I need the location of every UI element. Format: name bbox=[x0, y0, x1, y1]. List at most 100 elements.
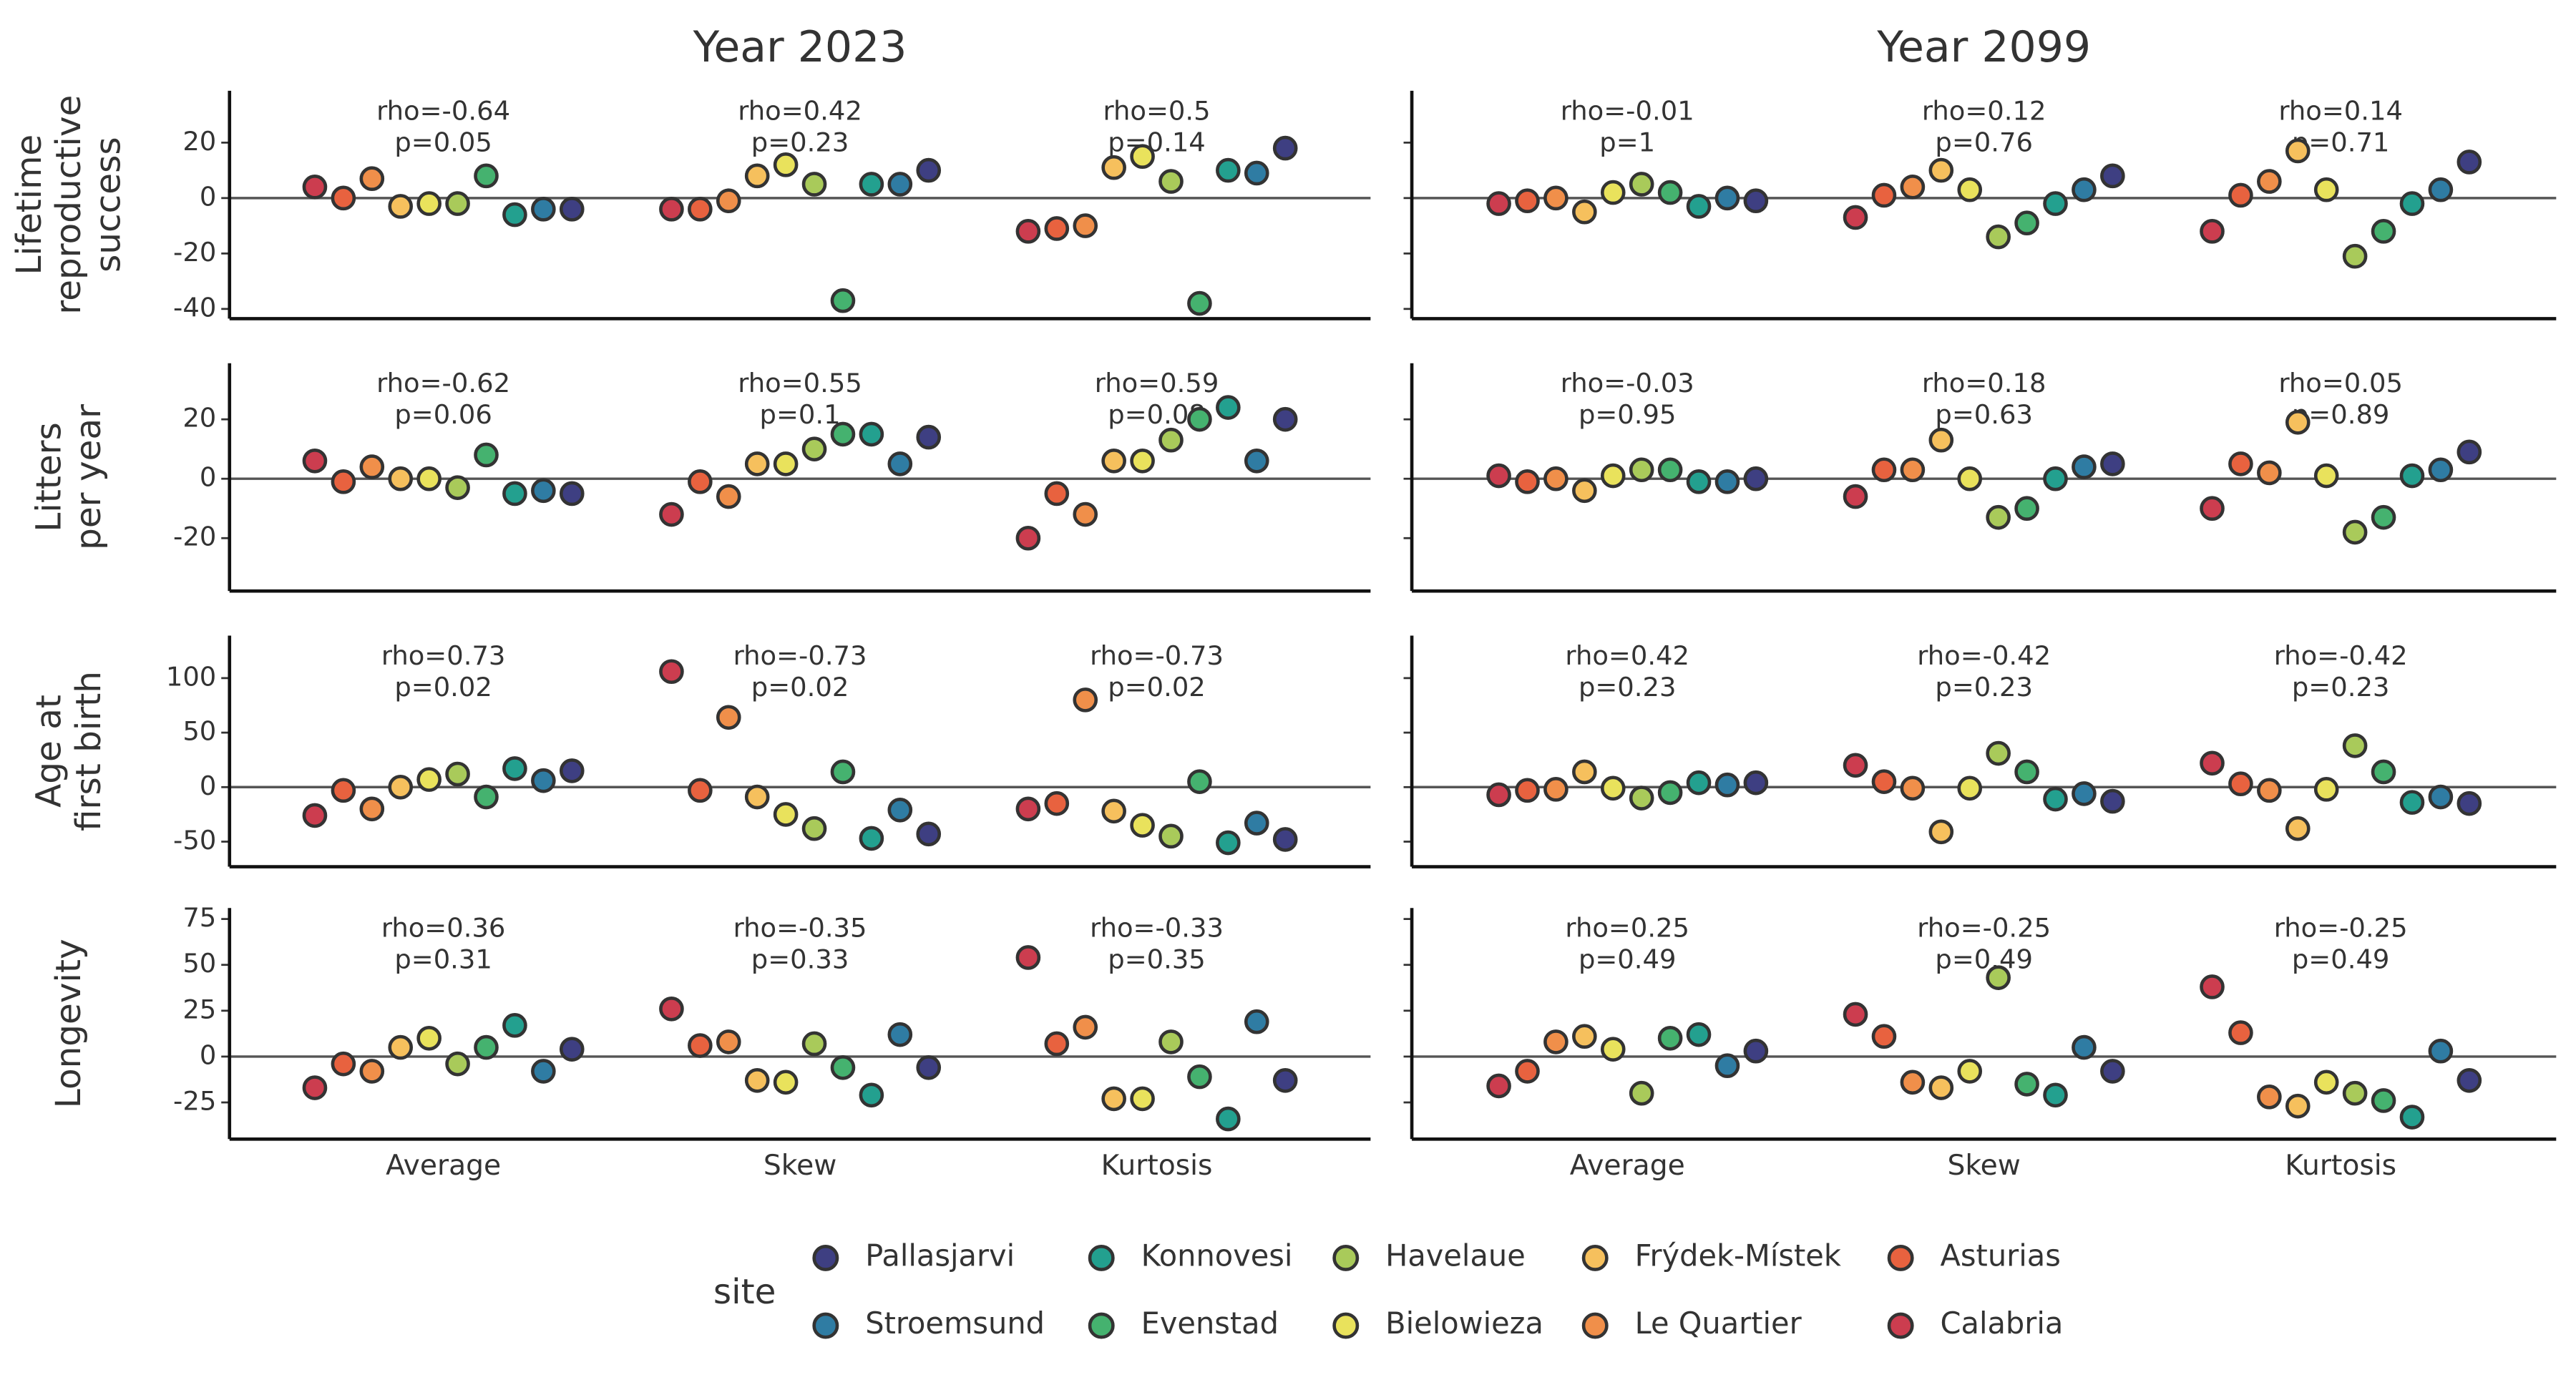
dot bbox=[1957, 466, 1983, 491]
row-label: first birth bbox=[69, 671, 109, 831]
legend-label: Bielowieza bbox=[1385, 1306, 1543, 1341]
legend-swatch bbox=[1581, 1244, 1609, 1271]
dot bbox=[2043, 1082, 2068, 1108]
dot bbox=[1130, 813, 1155, 838]
annotation: rho=-0.64 bbox=[376, 95, 510, 126]
dot bbox=[1515, 188, 1540, 214]
dot bbox=[1572, 478, 1597, 504]
annotation: rho=-0.73 bbox=[1090, 640, 1224, 671]
dot bbox=[1101, 1086, 1126, 1112]
dot bbox=[1073, 687, 1098, 713]
dot bbox=[1957, 177, 1983, 202]
dot bbox=[2200, 496, 2225, 522]
dot bbox=[1686, 194, 1712, 219]
dot bbox=[887, 451, 913, 476]
dot bbox=[1714, 469, 1740, 494]
x-tick-label: Skew bbox=[763, 1150, 836, 1182]
dot bbox=[2371, 219, 2396, 244]
dot bbox=[2285, 1093, 2311, 1119]
dot bbox=[1657, 1025, 1683, 1051]
dot bbox=[2428, 1038, 2454, 1064]
dot bbox=[1900, 175, 1926, 200]
dot bbox=[773, 1070, 799, 1095]
dot bbox=[1957, 775, 1983, 801]
annotation: p=1 bbox=[1599, 127, 1655, 157]
row-label: Age at bbox=[29, 695, 69, 808]
dot bbox=[1714, 1053, 1740, 1079]
dot bbox=[1871, 182, 1897, 208]
dot bbox=[659, 996, 684, 1022]
dot bbox=[1629, 457, 1654, 483]
dot bbox=[2257, 169, 2282, 194]
dot bbox=[1216, 395, 1241, 420]
dot bbox=[359, 454, 385, 479]
dot bbox=[1957, 1059, 1983, 1084]
dot bbox=[659, 659, 684, 685]
dot bbox=[659, 197, 684, 222]
annotation: rho=0.05 bbox=[2278, 368, 2403, 398]
dot bbox=[1743, 466, 1769, 491]
dot bbox=[2072, 1034, 2097, 1060]
dot bbox=[916, 157, 942, 183]
dot bbox=[830, 759, 856, 785]
dot bbox=[1629, 1080, 1654, 1106]
dot bbox=[1600, 1037, 1626, 1062]
dot bbox=[2457, 150, 2482, 175]
dot bbox=[2043, 786, 2068, 812]
dot bbox=[2428, 177, 2454, 202]
dot bbox=[1986, 504, 2011, 530]
dot bbox=[1015, 796, 1041, 822]
dot bbox=[1543, 466, 1568, 491]
annotation: p=0.02 bbox=[751, 672, 849, 703]
dot bbox=[2043, 191, 2068, 216]
row-label: success bbox=[89, 137, 129, 273]
row-label: reproductive bbox=[49, 95, 89, 315]
dot bbox=[559, 197, 585, 222]
dot bbox=[502, 202, 527, 227]
row-label: Litters bbox=[29, 422, 69, 532]
dot bbox=[359, 1059, 385, 1084]
dot bbox=[559, 1037, 585, 1062]
dot bbox=[2371, 504, 2396, 530]
dot bbox=[1244, 811, 1269, 836]
dot bbox=[416, 466, 441, 491]
dot bbox=[1044, 790, 1070, 816]
annotation: rho=0.42 bbox=[1565, 640, 1689, 671]
legend-swatch bbox=[1581, 1312, 1609, 1339]
dot bbox=[1686, 770, 1712, 796]
dot bbox=[1130, 448, 1155, 474]
dot bbox=[916, 1055, 942, 1080]
annotation: p=0.23 bbox=[751, 127, 849, 157]
dot bbox=[688, 469, 713, 494]
dot bbox=[2428, 457, 2454, 483]
dot bbox=[2200, 219, 2225, 244]
dot bbox=[1187, 290, 1212, 316]
dot bbox=[1073, 213, 1098, 238]
dot bbox=[1187, 1064, 1212, 1090]
dot bbox=[1543, 185, 1568, 211]
dot bbox=[2342, 519, 2368, 545]
annotation: rho=-0.03 bbox=[1561, 368, 1694, 398]
dot bbox=[331, 469, 356, 494]
dot bbox=[359, 166, 385, 192]
dot bbox=[1843, 205, 1868, 230]
dot bbox=[1928, 427, 1954, 453]
x-tick-label: Kurtosis bbox=[2285, 1150, 2396, 1182]
x-tick-label: Average bbox=[386, 1150, 501, 1182]
dot bbox=[302, 448, 328, 474]
dot bbox=[2228, 1020, 2253, 1045]
legend-label: Stroemsund bbox=[865, 1306, 1045, 1341]
dot bbox=[2228, 771, 2253, 797]
dot bbox=[1657, 457, 1683, 483]
dot bbox=[559, 481, 585, 506]
annotation: rho=0.14 bbox=[2278, 95, 2403, 126]
dot bbox=[445, 475, 470, 500]
dot bbox=[302, 1075, 328, 1100]
dot bbox=[2043, 466, 2068, 491]
y-tick-label: 20 bbox=[182, 126, 216, 157]
dot bbox=[1928, 1075, 1954, 1100]
dot bbox=[2371, 759, 2396, 785]
dot bbox=[1158, 427, 1184, 453]
